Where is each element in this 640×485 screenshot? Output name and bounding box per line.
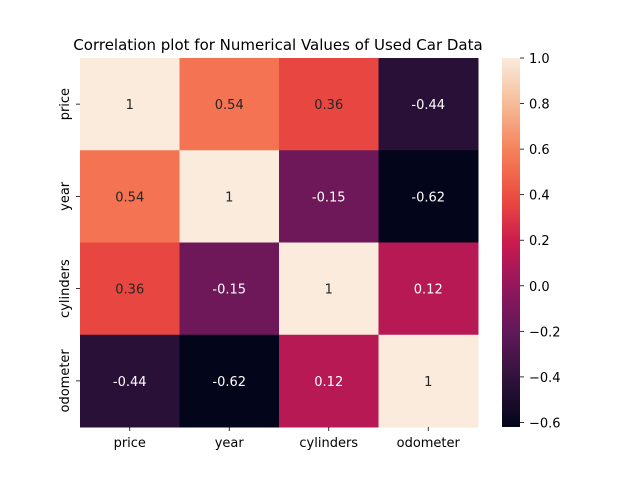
cell-annotation: -0.44 [113, 375, 147, 390]
cell-annotation: -0.62 [212, 375, 246, 390]
heatmap-cell [179, 150, 280, 243]
heatmap-cell [80, 58, 180, 151]
heatmap-cell [179, 334, 280, 428]
column-label: year [215, 436, 245, 451]
heatmap-cell [378, 58, 479, 151]
heatmap-cell [279, 242, 379, 336]
cell-annotation: 1 [225, 190, 233, 205]
colorbar-tick-label: 0.0 [529, 280, 550, 295]
row-label: price [58, 88, 73, 120]
heatmap-cell [378, 150, 479, 243]
heatmap-cell [378, 334, 479, 428]
cell-annotation: 0.54 [215, 98, 244, 113]
heatmap-cell [179, 58, 280, 151]
colorbar-tick-label: −0.2 [529, 325, 561, 340]
cell-annotation: 1 [424, 375, 432, 390]
column-label: cylinders [299, 436, 358, 451]
column-label: price [114, 436, 146, 451]
colorbar-tick-label: −0.6 [529, 416, 561, 431]
colorbar-tick-label: 0.2 [529, 234, 550, 249]
heatmap-cell [279, 334, 379, 428]
cell-annotation: 0.54 [115, 190, 144, 205]
cell-annotation: -0.15 [212, 283, 246, 298]
row-label: cylinders [58, 259, 73, 318]
heatmap-cell [80, 150, 180, 243]
heatmap-cell [80, 334, 180, 428]
colorbar-gradient [502, 58, 520, 427]
heatmap-cell [279, 150, 379, 243]
cell-annotation: 1 [126, 98, 134, 113]
chart-title: Correlation plot for Numerical Values of… [73, 36, 482, 54]
colorbar-tick-label: 0.6 [529, 143, 550, 158]
column-labels: price year cylinders odometer [114, 427, 461, 451]
heatmap-cell [378, 242, 479, 336]
cell-annotation: 0.12 [414, 283, 443, 298]
colorbar-tick-label: 0.4 [529, 189, 550, 204]
heatmap-cell [279, 58, 379, 151]
row-labels: price year cylinders odometer [58, 88, 80, 413]
cell-annotation: -0.15 [312, 190, 346, 205]
colorbar: 1.0 0.8 0.6 0.4 0.2 0.0 −0.2 −0.4 −0.6 [502, 52, 561, 431]
cell-annotation: -0.44 [411, 98, 445, 113]
cell-annotation: 0.36 [115, 283, 144, 298]
row-label: year [58, 181, 73, 211]
heatmap-cells [80, 58, 479, 428]
heatmap-cell [179, 242, 280, 336]
row-label: odometer [58, 349, 73, 413]
cell-annotation: 0.12 [314, 375, 343, 390]
colorbar-tick-label: 1.0 [529, 52, 550, 67]
cell-annotation: 1 [325, 283, 333, 298]
colorbar-tick-label: 0.8 [529, 98, 550, 113]
cell-annotation: -0.62 [411, 190, 445, 205]
heatmap-cell [80, 242, 180, 336]
column-label: odometer [397, 436, 461, 451]
colorbar-tick-label: −0.4 [529, 371, 561, 386]
heatmap-annotations: 1 0.54 0.36 -0.44 0.54 1 -0.15 -0.62 0.36 -0.15 1 0… [113, 98, 445, 390]
cell-annotation: 0.36 [314, 98, 343, 113]
